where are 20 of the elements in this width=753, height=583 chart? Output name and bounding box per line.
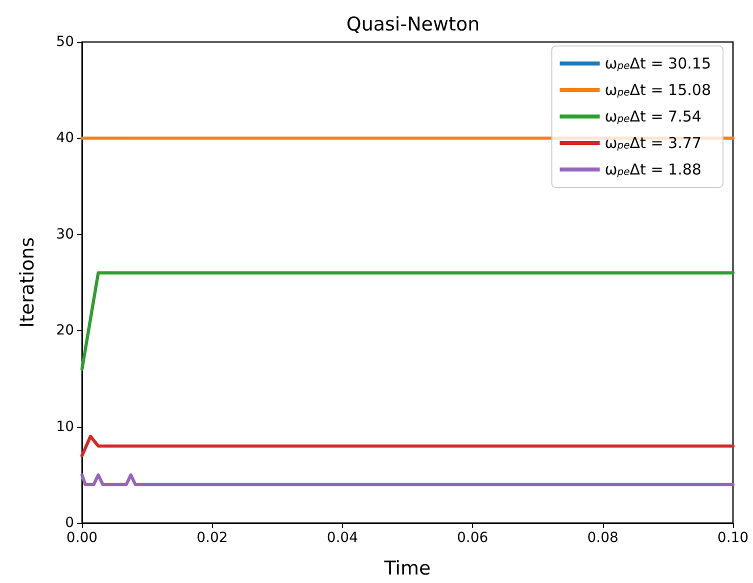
x-axis-title: Time (383, 558, 431, 580)
legend-label: ωpeΔt = 30.15 (604, 54, 712, 72)
y-tick-label: 20 (56, 322, 74, 339)
y-axis-title: Iterations (16, 237, 38, 328)
legend-label: ωpeΔt = 3.77 (604, 134, 702, 152)
x-tick-label: 0.08 (587, 530, 618, 546)
y-tick-label: 50 (56, 34, 74, 50)
y-tick-label: 0 (65, 515, 74, 531)
x-tick-label: 0.00 (66, 530, 98, 546)
x-tick-label: 0.04 (326, 530, 358, 546)
x-tick-label: 0.02 (196, 530, 228, 546)
legend-label: ωpeΔt = 1.88 (604, 160, 702, 178)
x-tick-label: 0.10 (717, 530, 749, 546)
y-tick-label: 30 (56, 226, 74, 242)
y-tick-label: 10 (56, 418, 74, 435)
legend-label: ωpeΔt = 7.54 (604, 108, 702, 126)
legend-label: ωpeΔt = 15.08 (604, 81, 712, 99)
y-tick-label: 40 (56, 130, 74, 146)
chart-title: Quasi-Newton (346, 14, 480, 36)
x-tick-label: 0.06 (457, 530, 488, 546)
